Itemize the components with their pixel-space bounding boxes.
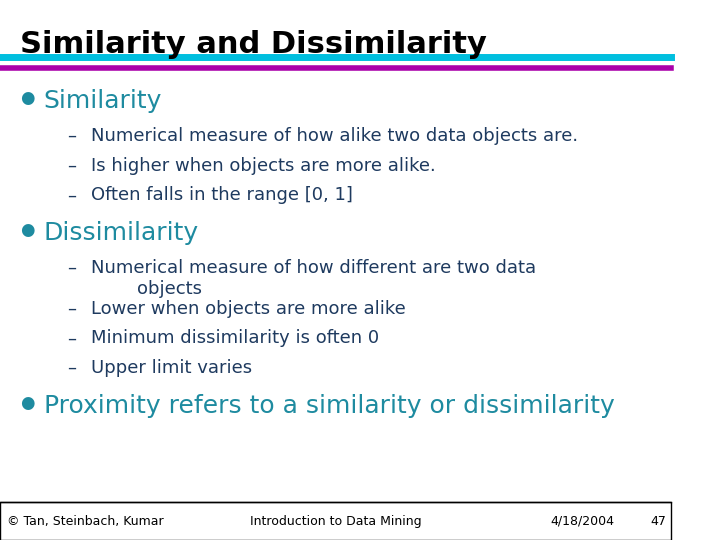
Text: Similarity and Dissimilarity: Similarity and Dissimilarity xyxy=(20,30,487,59)
Text: 4/18/2004: 4/18/2004 xyxy=(550,515,614,528)
Text: ●: ● xyxy=(20,89,35,107)
Text: Introduction to Data Mining: Introduction to Data Mining xyxy=(250,515,421,528)
Text: Minimum dissimilarity is often 0: Minimum dissimilarity is often 0 xyxy=(91,329,379,347)
Text: –: – xyxy=(67,186,76,204)
Text: –: – xyxy=(67,359,76,377)
Text: ●: ● xyxy=(20,394,35,412)
Text: Dissimilarity: Dissimilarity xyxy=(44,221,199,245)
Text: 47: 47 xyxy=(651,515,667,528)
Text: –: – xyxy=(67,157,76,174)
Text: –: – xyxy=(67,300,76,318)
Text: Similarity: Similarity xyxy=(44,89,162,113)
Text: –: – xyxy=(67,329,76,347)
Text: Lower when objects are more alike: Lower when objects are more alike xyxy=(91,300,405,318)
Text: ●: ● xyxy=(20,221,35,239)
Text: © Tan, Steinbach, Kumar: © Tan, Steinbach, Kumar xyxy=(6,515,163,528)
Text: –: – xyxy=(67,127,76,145)
FancyBboxPatch shape xyxy=(0,502,671,540)
Text: –: – xyxy=(67,259,76,277)
Text: Is higher when objects are more alike.: Is higher when objects are more alike. xyxy=(91,157,436,174)
Text: Numerical measure of how different are two data
        objects: Numerical measure of how different are t… xyxy=(91,259,536,298)
Text: Often falls in the range [0, 1]: Often falls in the range [0, 1] xyxy=(91,186,353,204)
Text: Proximity refers to a similarity or dissimilarity: Proximity refers to a similarity or diss… xyxy=(44,394,614,418)
Text: Upper limit varies: Upper limit varies xyxy=(91,359,252,377)
Text: Numerical measure of how alike two data objects are.: Numerical measure of how alike two data … xyxy=(91,127,577,145)
